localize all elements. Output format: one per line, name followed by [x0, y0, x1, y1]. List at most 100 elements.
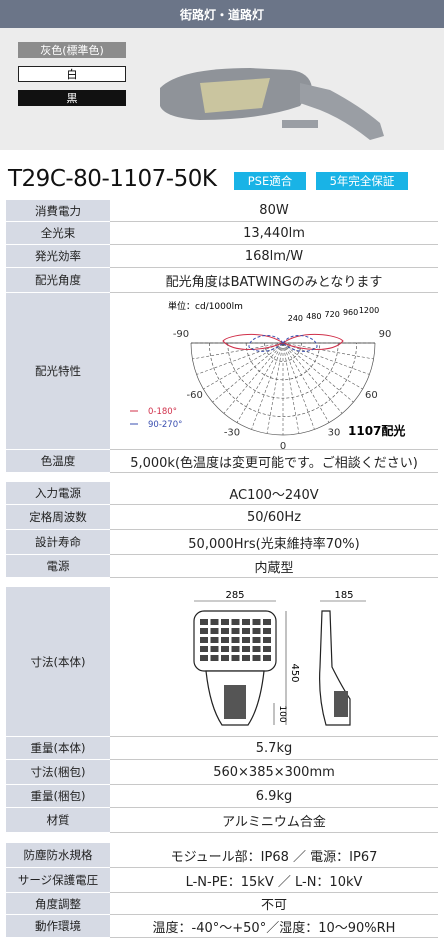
polar-ray	[192, 342, 284, 359]
led-cell	[200, 636, 208, 643]
led-cell	[263, 654, 271, 661]
polar-ring	[209, 342, 357, 417]
row-label: サージ保護電圧	[6, 868, 110, 893]
polar-ring	[264, 342, 302, 362]
row-label: 防塵防水規格	[6, 843, 110, 868]
polar-ring	[227, 342, 339, 398]
led-cell	[242, 645, 250, 652]
row-value: 50/60Hz	[110, 505, 438, 530]
row-value: 80W	[110, 200, 438, 222]
row-value: 不可	[110, 893, 438, 915]
badge: PSE適合	[234, 172, 306, 190]
row-label: 寸法(梱包)	[6, 760, 110, 785]
row-label: 配光角度	[6, 268, 110, 293]
led-cell	[221, 636, 229, 643]
curve-0-180	[222, 333, 344, 350]
led-cell	[210, 627, 219, 634]
legend-label: 90-270°	[148, 420, 182, 430]
angle-label: -30	[224, 427, 240, 438]
polar-ray	[203, 342, 284, 389]
row-label: 寸法(本体)	[6, 587, 110, 737]
dim-depth: 185	[334, 590, 353, 601]
dim-height: 450	[289, 663, 300, 682]
row-label: 動作環境	[6, 915, 110, 938]
led-cell	[231, 645, 240, 652]
diagram: 240 480 720 960 1200 -90 -60 -30 0 30 60 90 単位：cd/10…	[130, 300, 405, 450]
led-cell	[242, 618, 250, 625]
diagram: 285 450 100 185	[193, 590, 366, 726]
badge: 5年完全保証	[316, 172, 408, 190]
led-cell	[221, 627, 229, 634]
row-value: 13,440lm	[110, 222, 438, 245]
led-cell	[231, 654, 240, 661]
led-cell	[252, 618, 261, 625]
ring-label: 720	[325, 310, 340, 319]
row-value: AC100〜240V	[110, 482, 438, 505]
angle-label: 90	[379, 329, 392, 340]
ring-label: 240	[288, 314, 303, 323]
led-cell	[200, 654, 208, 661]
row-label: 角度調整	[6, 893, 110, 915]
led-cell	[252, 645, 261, 652]
led-cell	[210, 618, 219, 625]
row-value: 50,000Hrs(光束維持率70%)	[110, 530, 438, 555]
row-value: 6.9kg	[110, 785, 438, 808]
led-cell	[252, 636, 261, 643]
row-value: アルミニウム合金	[110, 808, 438, 833]
led-cell	[210, 654, 219, 661]
led-cell	[210, 645, 219, 652]
led-cell	[242, 636, 250, 643]
angle-label: 60	[365, 390, 378, 401]
row-value: 温度：-40°〜+50°／湿度：10〜90%RH	[110, 915, 438, 938]
polar-ray	[282, 342, 354, 402]
ring-label: 480	[306, 312, 321, 321]
row-label: 発光効率	[6, 245, 110, 268]
row-value: 5.7kg	[110, 737, 438, 760]
led-cell	[210, 636, 219, 643]
polar-ring	[190, 342, 376, 435]
row-value: 168lm/W	[110, 245, 438, 268]
row-label: 全光束	[6, 222, 110, 245]
led-cell	[200, 627, 208, 634]
led-cell	[231, 636, 240, 643]
led-cell	[200, 618, 208, 625]
diagram-cell: 240 480 720 960 1200 -90 -60 -30 0 30 60 90 単位：cd/10…	[110, 293, 438, 450]
curve-90-270	[248, 334, 318, 352]
polar-ray	[282, 342, 315, 430]
diagram-cell: 285 450 100 185	[110, 587, 438, 737]
row-label: 消費電力	[6, 200, 110, 222]
polar-ray	[236, 342, 284, 423]
row-value: L-N-PE：15kV ／ L-N：10kV	[110, 868, 438, 893]
row-label: 入力電源	[6, 482, 110, 505]
ring-label: 960	[343, 308, 358, 317]
front-clamp	[224, 684, 246, 719]
row-label: 定格周波数	[6, 505, 110, 530]
polar-ray	[251, 342, 284, 430]
row-value: 配光角度はBATWINGのみとなります	[110, 268, 438, 293]
polar-ring	[245, 342, 321, 380]
polar-ray	[266, 342, 284, 434]
led-cell	[221, 654, 229, 661]
row-value: 560×385×300mm	[110, 760, 438, 785]
row-label: 材質	[6, 808, 110, 833]
led-cell	[263, 627, 271, 634]
row-label: 重量(梱包)	[6, 785, 110, 808]
legend-label: 0-180°	[148, 407, 177, 417]
caption: 1107配光	[348, 423, 405, 438]
dim-width: 285	[225, 590, 244, 601]
product-image	[160, 68, 384, 140]
polar-ray	[282, 342, 300, 434]
model-name: T29C-80-1107-50K	[8, 166, 217, 192]
led-cell	[252, 627, 261, 634]
unit-label: 単位：cd/1000lm	[168, 300, 243, 312]
row-label: 配光特性	[6, 293, 110, 450]
polar-ray	[282, 342, 374, 359]
color-option: 白	[18, 66, 126, 82]
color-option: 灰色(標準色)	[18, 42, 126, 58]
ring-label: 1200	[359, 306, 379, 315]
angle-label: -90	[173, 329, 189, 340]
side-part	[334, 690, 348, 717]
angle-label: 30	[328, 427, 341, 438]
row-label: 重量(本体)	[6, 737, 110, 760]
